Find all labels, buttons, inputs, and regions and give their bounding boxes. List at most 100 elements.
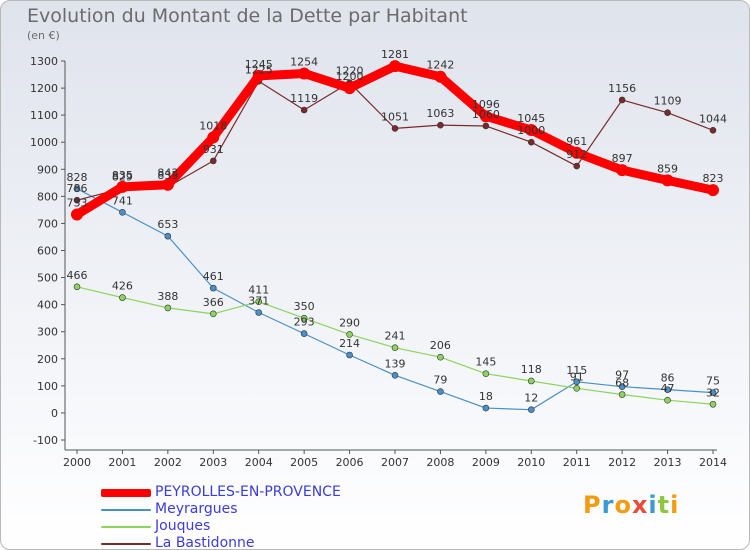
data-label: 293 xyxy=(294,316,315,329)
data-point xyxy=(573,162,581,170)
data-point xyxy=(255,309,263,316)
data-point xyxy=(300,330,308,337)
data-point xyxy=(618,96,626,104)
data-label: 823 xyxy=(703,172,724,185)
data-label: 47 xyxy=(661,382,675,395)
data-point xyxy=(482,404,490,412)
data-point xyxy=(391,371,399,379)
data-label: 206 xyxy=(430,339,451,352)
data-point xyxy=(437,388,444,395)
x-tick-label: 2014 xyxy=(699,456,727,469)
data-label: 1018 xyxy=(199,119,227,132)
data-point xyxy=(119,209,126,216)
data-point xyxy=(573,384,581,392)
data-point xyxy=(664,109,671,117)
data-label: 1000 xyxy=(517,124,545,137)
data-label: 829 xyxy=(112,171,133,184)
data-label: 961 xyxy=(566,135,587,148)
y-tick-label: 200 xyxy=(37,353,58,366)
data-label: 1281 xyxy=(381,48,409,61)
data-label: 786 xyxy=(67,182,88,195)
y-tick-label: -100 xyxy=(33,434,58,447)
data-label: 897 xyxy=(612,152,633,165)
y-tick-label: 1100 xyxy=(30,109,58,122)
data-point xyxy=(116,180,129,193)
data-point xyxy=(209,157,217,165)
x-tick-label: 2009 xyxy=(472,456,500,469)
data-label: 1220 xyxy=(336,65,364,78)
data-point xyxy=(525,124,538,137)
data-point xyxy=(209,284,217,292)
data-point xyxy=(527,406,535,413)
y-tick-label: 100 xyxy=(37,380,58,393)
x-tick-label: 2013 xyxy=(654,456,682,469)
y-tick-label: 700 xyxy=(37,217,58,230)
legend-label: La Bastidonne xyxy=(155,535,255,550)
x-tick-label: 2005 xyxy=(290,456,318,469)
proxiti-logo: Proxiti xyxy=(583,491,679,519)
data-label: 426 xyxy=(112,280,133,293)
data-label: 350 xyxy=(294,300,315,313)
x-tick-label: 2006 xyxy=(336,456,364,469)
data-label: 411 xyxy=(248,284,269,297)
data-point xyxy=(389,60,401,73)
data-point xyxy=(664,386,671,393)
y-tick-label: 600 xyxy=(37,245,58,258)
data-label: 241 xyxy=(385,330,406,343)
data-point xyxy=(255,298,263,305)
y-tick-label: 300 xyxy=(37,326,58,339)
data-label: 1109 xyxy=(654,95,682,108)
data-point xyxy=(71,208,83,221)
x-tick-label: 2001 xyxy=(108,456,136,469)
data-point xyxy=(346,351,353,359)
chart-title: Evolution du Montant de la Dette par Hab… xyxy=(27,5,468,27)
data-point xyxy=(252,69,265,82)
data-point xyxy=(707,184,719,197)
data-label: 931 xyxy=(203,143,224,156)
data-label: 366 xyxy=(203,296,224,309)
data-point xyxy=(300,106,308,114)
y-tick-label: 800 xyxy=(37,190,58,203)
data-point xyxy=(570,146,583,159)
data-point xyxy=(661,174,674,187)
data-label: 1063 xyxy=(426,107,454,120)
logo-letter: x xyxy=(631,491,649,519)
data-point xyxy=(391,125,399,132)
x-tick-label: 2011 xyxy=(563,456,591,469)
data-label: 1245 xyxy=(245,58,273,71)
y-tick-label: 1300 xyxy=(30,55,58,68)
data-point xyxy=(346,331,353,338)
x-tick-label: 2000 xyxy=(63,456,91,469)
data-label: 97 xyxy=(615,369,629,382)
logo-letter: o xyxy=(614,491,632,519)
x-tick-label: 2003 xyxy=(199,456,227,469)
data-point xyxy=(573,378,581,386)
data-point xyxy=(479,110,492,123)
data-label: 1242 xyxy=(426,59,454,72)
logo-letter: P xyxy=(583,491,602,519)
data-label: 79 xyxy=(433,374,447,387)
legend-label: Jouques xyxy=(155,518,211,534)
data-label: 214 xyxy=(339,337,360,350)
y-tick-label: 1200 xyxy=(30,82,58,95)
logo-letter: i xyxy=(648,491,658,519)
data-point xyxy=(343,82,356,95)
data-label: 139 xyxy=(385,357,406,370)
data-label: 1051 xyxy=(381,110,409,123)
data-point xyxy=(437,353,444,361)
unit-label: (en €) xyxy=(27,29,60,42)
logo-letter: r xyxy=(601,491,615,519)
data-label: 145 xyxy=(475,356,496,369)
data-point xyxy=(482,122,490,130)
data-label: 1045 xyxy=(517,112,545,125)
data-label: 1044 xyxy=(699,112,727,125)
y-tick-label: 900 xyxy=(37,163,58,176)
y-tick-label: 1000 xyxy=(30,136,58,149)
data-label: 466 xyxy=(67,269,88,282)
data-label: 461 xyxy=(203,270,224,283)
data-label: 843 xyxy=(157,167,178,180)
data-label: 371 xyxy=(248,294,269,307)
data-label: 290 xyxy=(339,316,360,329)
